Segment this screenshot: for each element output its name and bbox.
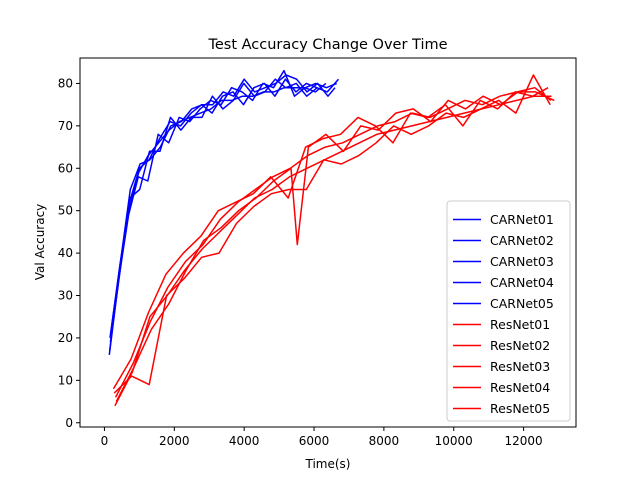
legend-label: ResNet02 [490,338,550,353]
legend-label: ResNet04 [490,380,550,395]
y-tick-label: 70 [58,119,73,133]
x-tick-label: 12000 [505,434,543,448]
series-line-resnet03 [113,74,551,394]
x-tick-label: 6000 [299,434,330,448]
y-tick-label: 60 [58,161,73,175]
x-tick-label: 0 [101,434,109,448]
x-tick-label: 8000 [369,434,400,448]
series-line-resnet02 [114,86,552,398]
y-tick-label: 40 [58,246,73,260]
x-tick-label: 10000 [435,434,473,448]
series-line-resnet04 [115,91,555,402]
series-line-carnet05 [109,74,336,334]
x-tick-label: 4000 [229,434,260,448]
legend-label: ResNet03 [490,359,550,374]
legend-label: ResNet01 [490,317,550,332]
series-layer [108,69,555,407]
x-axis-ticks: 0 2000 4000 6000 8000 10000 12000 [101,427,543,448]
legend: CARNet01 CARNet02 CARNet03 CARNet04 CARNet05… [446,200,571,422]
y-axis-ticks: 0 10 20 30 40 50 60 70 80 [58,76,80,430]
legend-label: ResNet05 [490,401,550,416]
y-tick-label: 30 [58,289,73,303]
chart-title: Test Accuracy Change Over Time [207,37,447,53]
legend-label: CARNet02 [490,233,554,248]
y-tick-label: 80 [58,76,73,90]
y-tick-label: 10 [58,373,73,387]
y-tick-label: 20 [58,331,73,345]
series-line-resnet05 [112,87,549,390]
x-axis-label: Time(s) [305,457,351,471]
y-tick-label: 50 [58,204,73,218]
legend-label: CARNet01 [490,212,554,227]
y-tick-label: 0 [65,416,73,430]
legend-label: CARNet05 [490,296,554,311]
series-line-carnet04 [109,78,318,343]
legend-label: CARNet03 [490,254,554,269]
y-axis-label: Val Accuracy [33,204,47,281]
x-tick-label: 2000 [159,434,190,448]
plot-frame [79,57,577,428]
legend-label: CARNet04 [490,275,554,290]
